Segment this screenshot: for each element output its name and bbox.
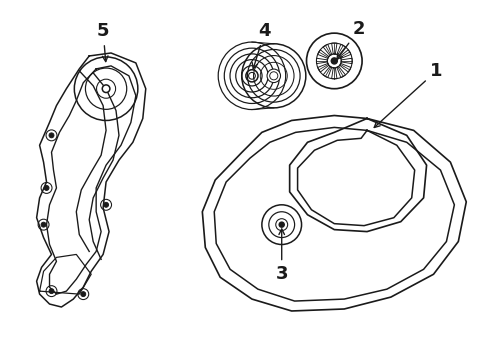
Circle shape (246, 70, 258, 82)
Text: 4: 4 (252, 22, 271, 69)
Circle shape (102, 85, 110, 93)
Circle shape (267, 69, 280, 82)
Text: 5: 5 (97, 22, 109, 62)
Text: 3: 3 (275, 229, 288, 283)
Text: 1: 1 (374, 62, 443, 127)
Text: 2: 2 (337, 20, 366, 59)
Circle shape (331, 58, 337, 64)
Circle shape (279, 222, 284, 227)
Circle shape (44, 185, 49, 190)
Circle shape (81, 292, 86, 297)
Circle shape (41, 222, 46, 227)
Circle shape (103, 202, 109, 207)
Circle shape (49, 289, 54, 294)
Circle shape (49, 133, 54, 138)
